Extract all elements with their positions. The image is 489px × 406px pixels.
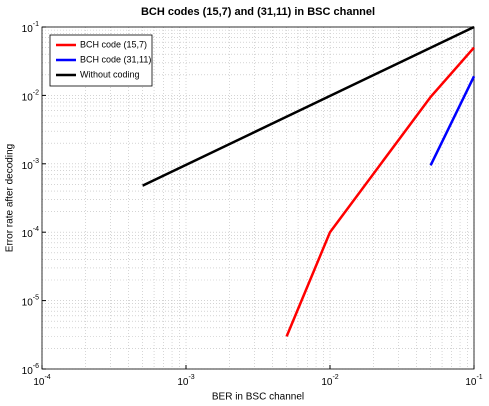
y-tick-label: 10-5: [22, 294, 39, 308]
series-line: [429, 75, 476, 166]
y-tick-label: 10-2: [22, 89, 39, 103]
x-tick-exponent: -4: [44, 374, 50, 381]
x-axis-label: BER in BSC channel: [212, 392, 304, 403]
legend-label: Without coding: [80, 69, 140, 79]
y-tick-exponent: -1: [33, 21, 39, 28]
series-line: [285, 46, 475, 337]
y-tick-base: 10: [22, 92, 34, 103]
x-tick-base: 10: [321, 377, 333, 388]
x-tick-base: 10: [465, 377, 477, 388]
series-line: [142, 25, 475, 187]
y-tick-label: 10-1: [22, 21, 39, 35]
y-tick-label: 10-6: [22, 363, 39, 377]
legend-label: BCH code (15,7): [80, 39, 147, 49]
x-tick-label: 10-1: [465, 374, 482, 388]
y-axis-label: Error rate after decoding: [5, 144, 16, 252]
y-tick-exponent: -4: [33, 226, 39, 233]
x-tick-exponent: -2: [332, 374, 338, 381]
y-tick-label: 10-4: [22, 226, 39, 240]
y-tick-base: 10: [22, 24, 34, 35]
legend-label: BCH code (31,11): [80, 54, 151, 64]
y-tick-exponent: -3: [33, 158, 39, 165]
x-tick-base: 10: [177, 377, 189, 388]
x-tick-label: 10-3: [177, 374, 194, 388]
y-tick-label: 10-3: [22, 158, 39, 172]
y-tick-base: 10: [22, 229, 34, 240]
y-tick-exponent: -2: [33, 89, 39, 96]
y-tick-base: 10: [22, 366, 34, 377]
y-tick-base: 10: [22, 297, 34, 308]
plot-frame: [41, 26, 475, 370]
y-tick-exponent: -6: [33, 363, 39, 370]
x-tick-exponent: -3: [188, 374, 194, 381]
x-tick-label: 10-4: [33, 374, 50, 388]
chart-title: BCH codes (15,7) and (31,11) in BSC chan…: [141, 6, 375, 18]
x-tick-exponent: -1: [476, 374, 482, 381]
x-tick-base: 10: [33, 377, 45, 388]
y-tick-exponent: -5: [33, 294, 39, 301]
y-tick-base: 10: [22, 160, 34, 171]
x-tick-label: 10-2: [321, 374, 338, 388]
